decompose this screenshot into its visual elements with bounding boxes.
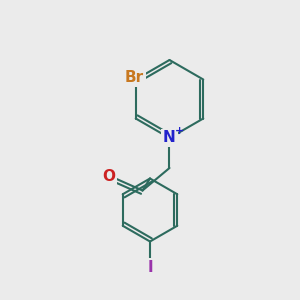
Text: Br: Br (125, 70, 144, 86)
Text: O: O (102, 169, 116, 184)
Text: N: N (163, 130, 176, 146)
Text: I: I (147, 260, 153, 275)
Text: +: + (175, 126, 184, 136)
